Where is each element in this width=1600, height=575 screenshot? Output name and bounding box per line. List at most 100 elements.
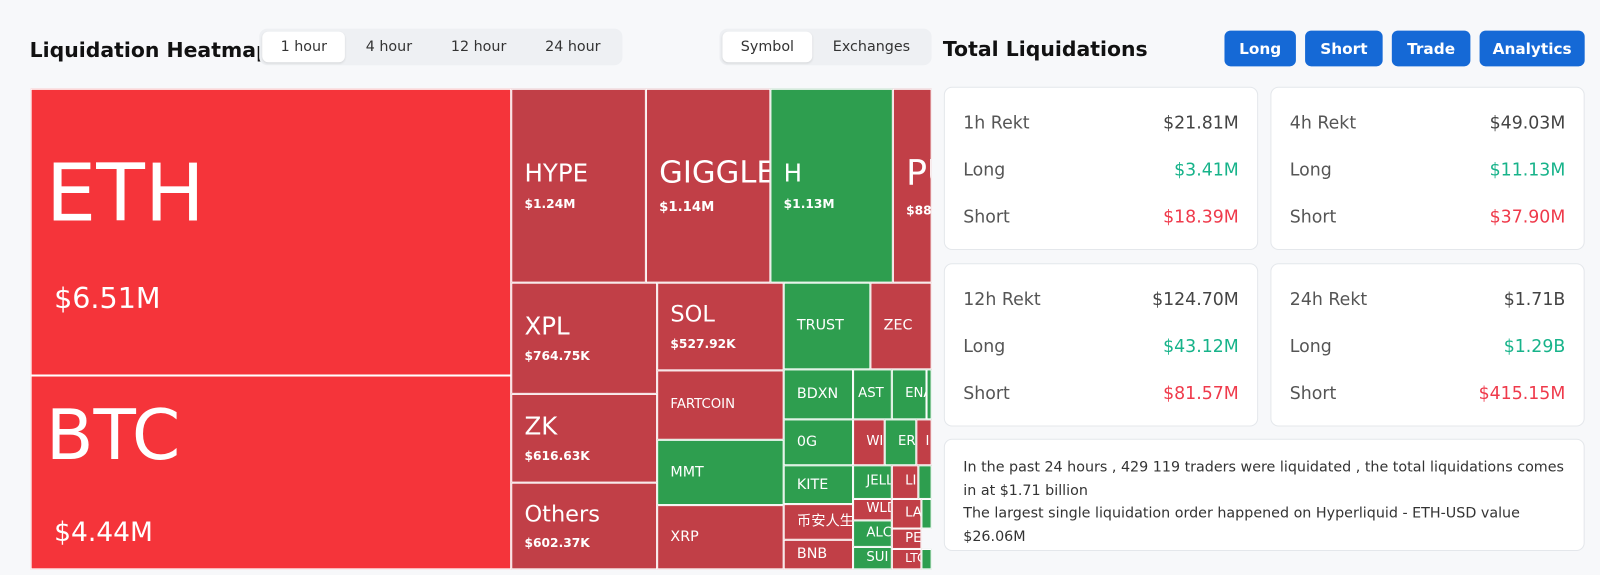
tile[interactable]: [926, 369, 932, 420]
time-tab[interactable]: 24 hour: [545, 38, 601, 56]
tile-value: $4.44M: [54, 517, 153, 549]
tile-symbol: ER: [897, 433, 916, 450]
tile-value: $764.75K: [524, 349, 590, 364]
row-value: $21.81M: [1163, 113, 1239, 134]
tile[interactable]: [921, 548, 932, 570]
note-line: The largest single liquidation order hap…: [963, 505, 1520, 545]
tile-symbol: PU: [906, 153, 930, 195]
row-value: $1.71B: [1503, 289, 1566, 311]
tile-symbol: ZEC: [883, 317, 913, 335]
tile[interactable]: WI: [853, 419, 885, 466]
tile[interactable]: ETH $6.51M: [30, 88, 512, 376]
card-row: 12h Rekt $124.70M: [963, 290, 1239, 310]
action-button[interactable]: Long: [1224, 30, 1296, 67]
row-label: Short: [1289, 207, 1337, 228]
heatmap-title: Liquidation Heatmap: [29, 37, 271, 63]
tile-symbol: SUI: [866, 549, 889, 565]
tile-value: $1.24M: [524, 196, 576, 212]
tile[interactable]: WLD: [853, 498, 892, 521]
tile-symbol: LTC: [905, 551, 920, 566]
row-label: 24h Rekt: [1289, 289, 1368, 311]
row-label: 4h Rekt: [1289, 113, 1357, 134]
row-value: $81.57M: [1163, 383, 1239, 405]
note-line: In the past 24 hours , 429 119 traders w…: [963, 459, 1564, 499]
time-tab[interactable]: 1 hour: [262, 31, 346, 63]
action-button[interactable]: Trade: [1391, 30, 1471, 67]
tile-symbol: SOL: [670, 302, 715, 328]
tile[interactable]: PE: [891, 528, 922, 549]
row-value: $11.13M: [1489, 160, 1566, 181]
tile-value: $527.92K: [670, 336, 736, 351]
tile[interactable]: JELL: [853, 465, 892, 499]
tile-symbol: BNB: [796, 546, 828, 563]
tile[interactable]: LA: [891, 498, 922, 529]
tile-symbol: XPL: [524, 311, 570, 341]
card-row: 4h Rekt $49.03M: [1290, 113, 1566, 133]
tile[interactable]: TRUST: [783, 282, 871, 370]
tile[interactable]: XRP: [657, 505, 784, 570]
tile[interactable]: AST: [853, 369, 892, 420]
tile-symbol: ENA: [905, 385, 925, 402]
tile[interactable]: KITE: [783, 465, 854, 505]
action-button[interactable]: Short: [1305, 30, 1383, 67]
time-tab[interactable]: 12 hour: [450, 38, 507, 56]
tile-symbol: I: [925, 433, 930, 450]
tile[interactable]: PU $882: [892, 88, 932, 283]
view-tab[interactable]: Exchanges: [832, 38, 911, 56]
tile-value: $1.14M: [659, 199, 715, 216]
treemap: ETH $6.51M BTC $4.44M HYPE $1.24M GIGGLE $1.14M…: [30, 88, 932, 570]
tile[interactable]: FARTCOIN: [657, 370, 784, 440]
card-row: Short $18.39M: [963, 207, 1239, 227]
tile[interactable]: [918, 465, 932, 499]
tile[interactable]: HYPE $1.24M: [511, 88, 646, 283]
tile-symbol: Others: [524, 501, 600, 528]
tile-value: $616.63K: [524, 449, 590, 464]
time-tab[interactable]: 4 hour: [365, 38, 413, 56]
tile[interactable]: 0G: [783, 419, 854, 466]
summary-note: In the past 24 hours , 429 119 traders w…: [943, 438, 1585, 552]
tile-symbol: WI: [866, 433, 884, 450]
tile-value: $882: [906, 202, 932, 217]
view-tab[interactable]: Symbol: [722, 31, 813, 63]
tile[interactable]: [921, 498, 932, 529]
tile[interactable]: ALC: [853, 520, 892, 547]
tile-symbol: XRP: [670, 529, 699, 546]
tile[interactable]: ZK $616.63K: [511, 393, 658, 483]
tile[interactable]: LI: [891, 465, 919, 499]
tile[interactable]: ER: [884, 419, 917, 466]
tile[interactable]: ENA: [891, 369, 927, 420]
tile[interactable]: ZEC: [870, 282, 932, 370]
tile[interactable]: I: [916, 419, 932, 466]
tile[interactable]: XPL $764.75K: [511, 282, 658, 394]
tile-symbol: 0G: [796, 434, 818, 451]
tile[interactable]: BDXN: [783, 369, 854, 420]
tile[interactable]: BNB: [783, 539, 854, 570]
card-row: Short $37.90M: [1290, 207, 1566, 227]
tile[interactable]: MMT: [657, 439, 784, 506]
card-row: Long $11.13M: [1290, 160, 1566, 180]
tile[interactable]: H $1.13M: [770, 88, 893, 283]
row-value: $3.41M: [1174, 160, 1239, 181]
tile[interactable]: LTC: [891, 548, 922, 570]
action-button[interactable]: Analytics: [1479, 30, 1585, 67]
tile[interactable]: Others $602.37K: [511, 482, 658, 570]
row-label: Long: [1289, 160, 1332, 181]
tile-value: $602.37K: [524, 535, 590, 551]
card-row: Long $43.12M: [963, 337, 1239, 357]
row-label: Short: [963, 207, 1010, 228]
rekt-card: 12h Rekt $124.70M Long $43.12M Short $81.57M: [943, 263, 1259, 427]
row-value: $18.39M: [1163, 207, 1239, 228]
tile[interactable]: SOL $527.92K: [657, 282, 784, 371]
tile-symbol: HYPE: [524, 159, 589, 188]
card-row: Short $81.57M: [963, 384, 1239, 404]
tile-symbol: H: [783, 159, 803, 188]
tile[interactable]: 币安人生: [783, 504, 854, 540]
tile-symbol: FARTCOIN: [670, 396, 736, 412]
card-row: Long $3.41M: [963, 160, 1239, 180]
row-value: $43.12M: [1163, 336, 1239, 358]
tile[interactable]: BTC $4.44M: [30, 375, 512, 570]
tile[interactable]: GIGGLE $1.14M: [645, 88, 771, 283]
time-tabs: 1 hour 4 hour 12 hour 24 hour: [259, 28, 622, 66]
tile[interactable]: SUI: [853, 546, 892, 570]
